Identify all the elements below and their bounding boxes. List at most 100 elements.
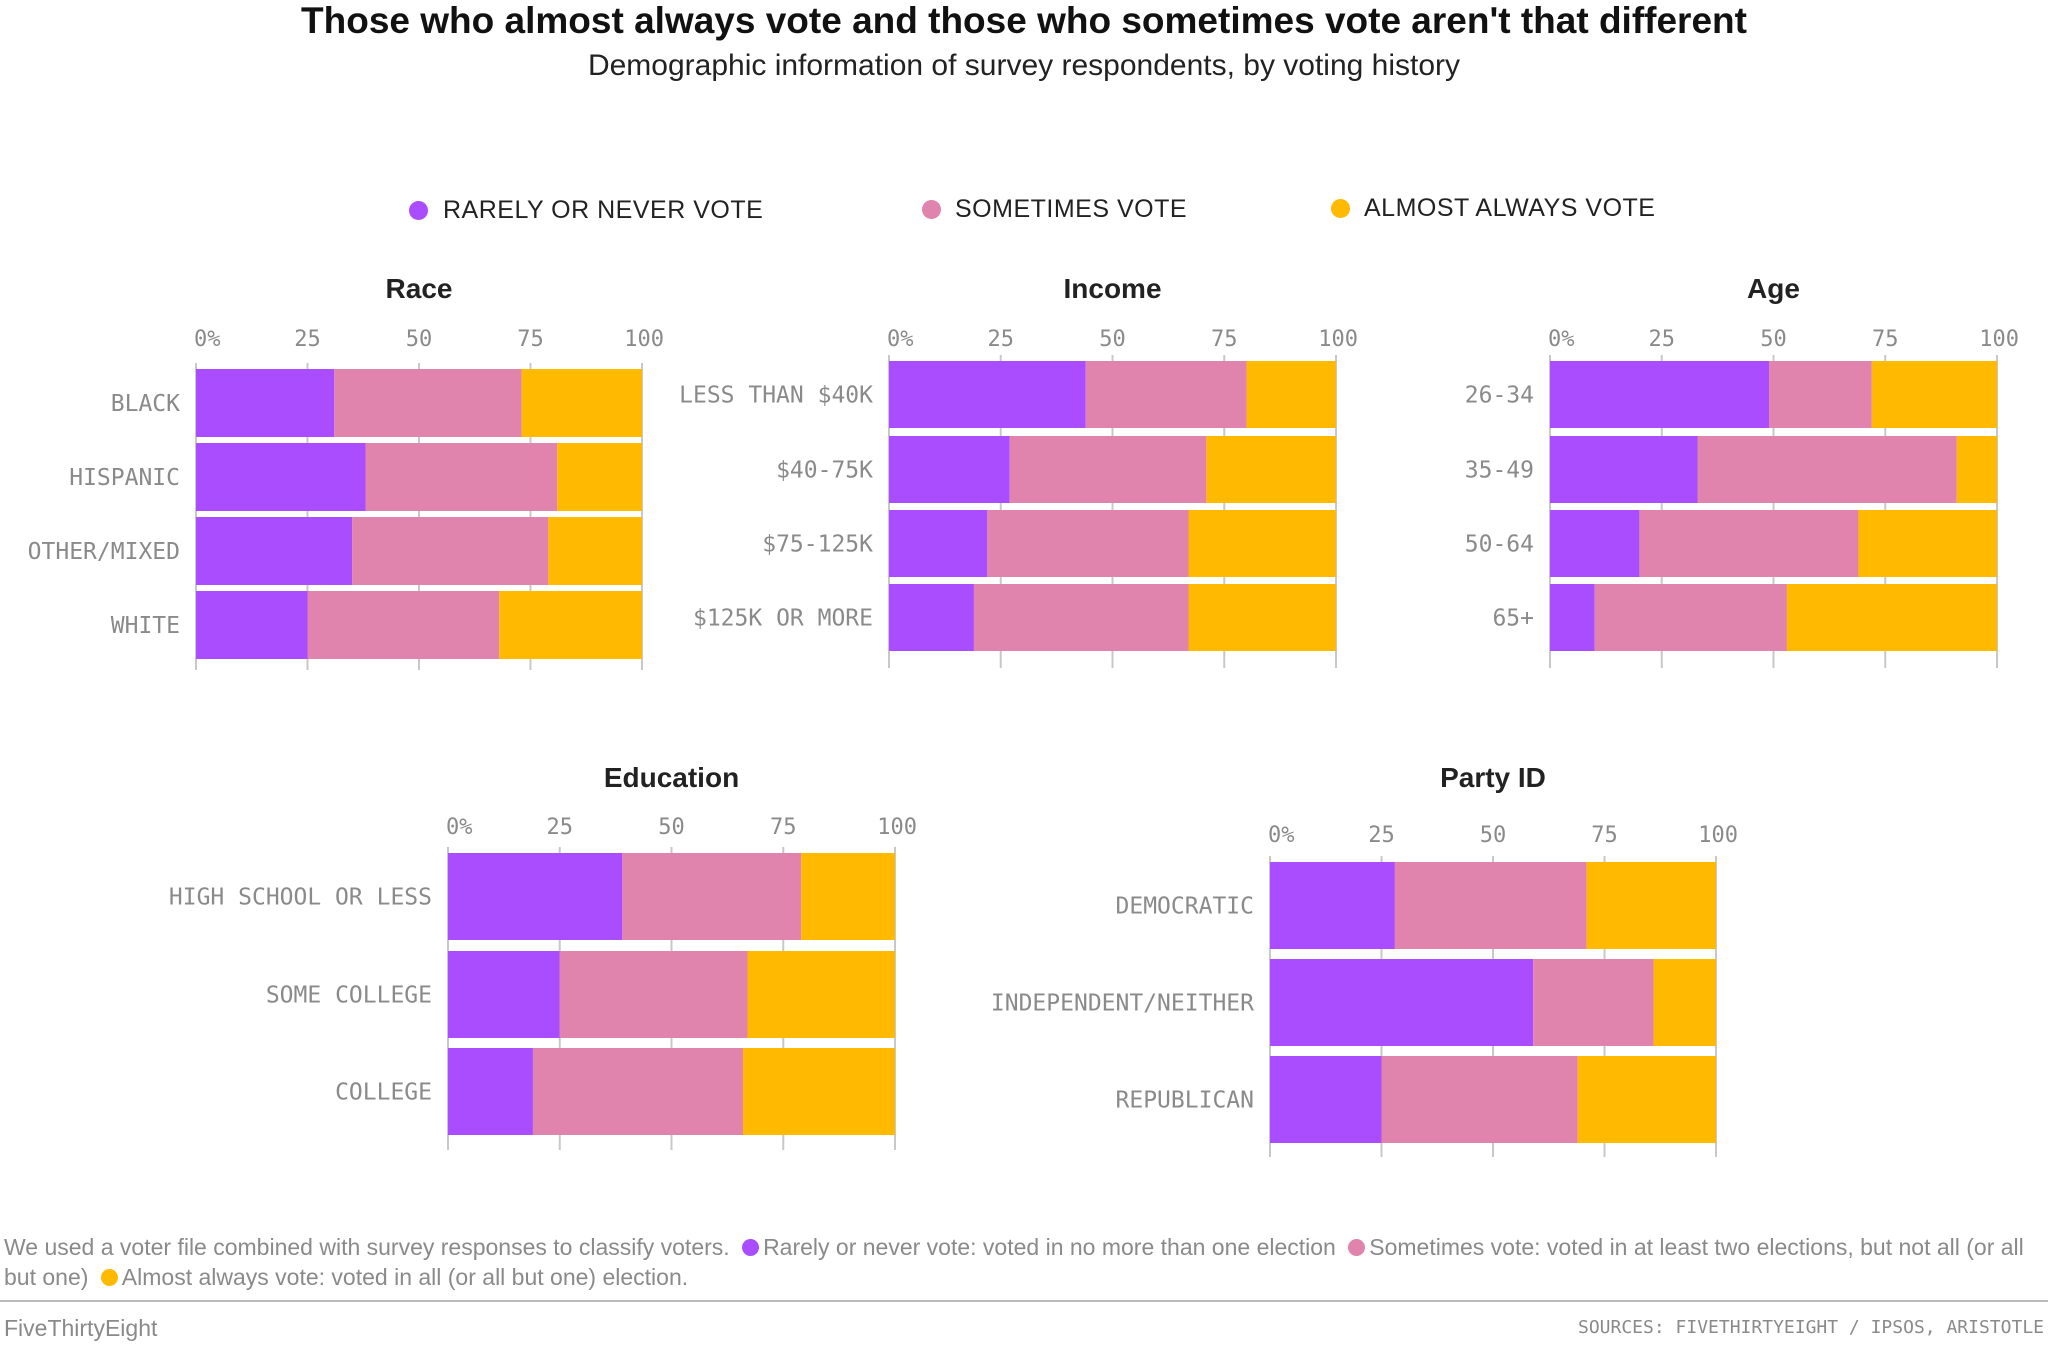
category-label-age-0: 26-34 xyxy=(1465,383,1534,409)
bar-income-0-1 xyxy=(1085,361,1247,428)
category-label-education-0: HIGH SCHOOL OR LESS xyxy=(169,885,432,911)
bar-party-id-0-0 xyxy=(1270,862,1395,949)
bar-income-2-1 xyxy=(987,510,1189,577)
category-label-income-2: $75-125K xyxy=(762,532,873,558)
note-dot-sometimes xyxy=(1348,1239,1366,1256)
category-label-income-3: $125K OR MORE xyxy=(693,606,873,632)
bar-race-2-1 xyxy=(352,517,549,585)
bar-race-2-2 xyxy=(548,517,642,585)
tick-label-income-0: 0% xyxy=(887,327,914,352)
tick-label-age-2: 50 xyxy=(1760,327,1787,352)
tick-label-party-id-4: 100 xyxy=(1698,823,1738,848)
bar-race-3-1 xyxy=(307,591,500,659)
category-label-race-1: HISPANIC xyxy=(69,465,180,491)
chart-subtitle: Demographic information of survey respon… xyxy=(587,49,1461,82)
bar-age-0-2 xyxy=(1871,361,1997,428)
bar-race-2-0 xyxy=(196,517,353,585)
bar-education-2-0 xyxy=(448,1048,533,1135)
bar-education-1-0 xyxy=(448,951,560,1038)
tick-label-race-4: 100 xyxy=(624,327,664,352)
category-label-age-2: 50-64 xyxy=(1465,532,1534,558)
category-label-age-3: 65+ xyxy=(1492,606,1534,632)
tick-label-education-2: 50 xyxy=(658,815,685,840)
tick-label-race-0: 0% xyxy=(194,327,221,352)
bar-education-0-2 xyxy=(801,853,895,940)
bar-party-id-0-1 xyxy=(1394,862,1587,949)
category-label-income-1: $40-75K xyxy=(776,458,873,484)
tick-label-income-4: 100 xyxy=(1318,327,1358,352)
bar-income-2-2 xyxy=(1188,510,1336,577)
bar-education-1-2 xyxy=(747,951,895,1038)
category-label-race-2: OTHER/MIXED xyxy=(28,539,180,565)
legend-label-sometimes: SOMETIMES VOTE xyxy=(955,195,1188,223)
panel-income: Income 0% 25 50 75 100 LESS THAN $40K $40-75K $7… xyxy=(679,273,1358,668)
bar-age-0-1 xyxy=(1769,361,1872,428)
panel-age: Age 0% 25 50 75 100 26-34 35-49 50-64 65+ xyxy=(1465,273,2019,668)
panel-party-id: Party ID 0% 25 50 75 100 DEMOCRATIC INDEPENDENT… xyxy=(991,762,1738,1157)
note-item-always: Almost always vote: voted in all (or all… xyxy=(121,1264,689,1290)
bar-party-id-2-1 xyxy=(1381,1056,1578,1143)
tick-label-income-2: 50 xyxy=(1099,327,1126,352)
bar-education-0-0 xyxy=(448,853,623,940)
bar-age-2-2 xyxy=(1858,510,1997,577)
bar-income-0-2 xyxy=(1246,361,1336,428)
bar-age-2-1 xyxy=(1639,510,1859,577)
bar-income-3-2 xyxy=(1188,584,1336,651)
bar-education-2-2 xyxy=(743,1048,895,1135)
bar-race-3-0 xyxy=(196,591,308,659)
bar-race-0-0 xyxy=(196,369,335,437)
bar-age-3-1 xyxy=(1594,584,1787,651)
bar-income-1-2 xyxy=(1206,436,1336,503)
tick-label-age-1: 25 xyxy=(1649,327,1676,352)
legend-dot-sometimes xyxy=(922,200,941,219)
tick-label-age-4: 100 xyxy=(1979,327,2019,352)
tick-label-race-1: 25 xyxy=(294,327,321,352)
bar-race-1-1 xyxy=(365,443,558,511)
bar-race-1-2 xyxy=(557,443,642,511)
category-label-party-id-0: DEMOCRATIC xyxy=(1116,894,1254,920)
panel-title-income: Income xyxy=(1063,273,1161,304)
bar-race-1-0 xyxy=(196,443,366,511)
bar-party-id-1-2 xyxy=(1653,959,1716,1046)
panel-race: Race 0% 25 50 75 100 BLACK HISPANIC OTHER/MIXED W… xyxy=(28,273,664,670)
bar-race-3-2 xyxy=(499,591,642,659)
note-intro: We used a voter file combined with surve… xyxy=(4,1234,730,1260)
panel-title-age: Age xyxy=(1747,273,1800,304)
brand-logo-text: FiveThirtyEight xyxy=(4,1315,158,1341)
tick-label-race-3: 75 xyxy=(517,327,544,352)
panel-title-race: Race xyxy=(386,273,453,304)
tick-label-party-id-2: 50 xyxy=(1480,823,1507,848)
category-label-party-id-1: INDEPENDENT/NEITHER xyxy=(991,991,1254,1017)
note-dot-always xyxy=(100,1269,118,1286)
methodology-note: We used a voter file combined with surve… xyxy=(4,1232,2044,1292)
tick-label-education-4: 100 xyxy=(877,815,917,840)
legend-dot-always xyxy=(1331,199,1350,218)
tick-label-age-0: 0% xyxy=(1548,327,1575,352)
footer-divider xyxy=(0,1300,2048,1302)
bar-education-1-1 xyxy=(559,951,748,1038)
bar-education-0-1 xyxy=(622,853,802,940)
category-label-race-0: BLACK xyxy=(111,391,180,417)
legend-dot-rarely xyxy=(409,201,428,220)
note-item-sometimes: Sometimes vote: voted in at least two el… xyxy=(4,1234,2024,1290)
tick-label-age-3: 75 xyxy=(1872,327,1899,352)
bar-income-1-1 xyxy=(1009,436,1207,503)
legend-label-rarely: RARELY OR NEVER VOTE xyxy=(443,196,764,224)
bar-race-0-2 xyxy=(521,369,642,437)
bar-income-3-0 xyxy=(889,584,974,651)
bar-party-id-2-2 xyxy=(1577,1056,1716,1143)
tick-label-party-id-0: 0% xyxy=(1268,823,1295,848)
tick-label-party-id-3: 75 xyxy=(1591,823,1618,848)
tick-label-party-id-1: 25 xyxy=(1368,823,1395,848)
bar-age-3-2 xyxy=(1786,584,1997,651)
bar-party-id-1-1 xyxy=(1533,959,1654,1046)
category-label-income-0: LESS THAN $40K xyxy=(679,383,873,409)
bar-party-id-2-0 xyxy=(1270,1056,1382,1143)
note-dot-rarely xyxy=(742,1239,760,1256)
legend-label-always: ALMOST ALWAYS VOTE xyxy=(1364,194,1656,222)
tick-label-income-1: 25 xyxy=(988,327,1015,352)
bar-party-id-0-2 xyxy=(1586,862,1716,949)
bar-age-1-2 xyxy=(1956,436,1997,503)
tick-label-race-2: 50 xyxy=(406,327,433,352)
